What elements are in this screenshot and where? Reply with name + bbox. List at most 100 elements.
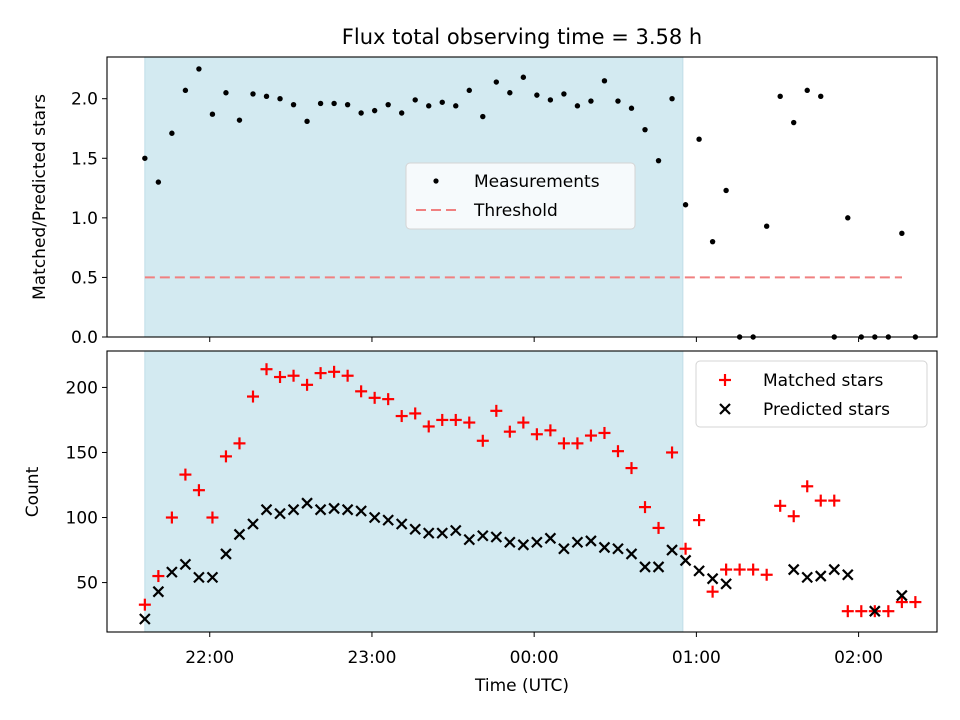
- data-point-x: [368, 511, 381, 524]
- data-point: [182, 87, 189, 94]
- data-point-plus: [233, 437, 246, 450]
- data-point: [466, 87, 472, 94]
- data-point-x: [652, 561, 665, 573]
- data-point: [304, 118, 310, 125]
- y-tick-label: 100: [66, 509, 98, 529]
- data-point-x: [206, 571, 219, 584]
- y-tick-label: 200: [66, 378, 98, 398]
- data-point: [155, 179, 162, 185]
- data-point-plus: [611, 445, 624, 458]
- legend-matched-marker: [719, 374, 731, 386]
- data-point-plus: [639, 501, 652, 514]
- data-point-plus: [679, 542, 692, 555]
- data-point-plus: [666, 446, 679, 459]
- series-predicted-stars: [139, 497, 908, 625]
- data-point: [412, 97, 418, 103]
- data-point-x: [679, 554, 692, 567]
- data-point-plus: [192, 484, 205, 497]
- data-point-x: [382, 514, 394, 526]
- data-point: [655, 157, 662, 164]
- data-point-plus: [436, 413, 449, 426]
- y-tick-label: 1.0: [71, 209, 98, 229]
- data-point: [480, 113, 486, 120]
- data-point: [777, 93, 783, 100]
- data-point-plus: [814, 494, 827, 507]
- data-point-x: [179, 558, 192, 571]
- y-tick-label: 0.0: [71, 328, 98, 348]
- data-point-x: [328, 502, 340, 515]
- data-point: [507, 90, 513, 96]
- data-point-plus: [476, 434, 489, 447]
- data-point: [818, 93, 824, 100]
- data-point-plus: [530, 428, 543, 441]
- data-point-x: [139, 613, 151, 625]
- data-point: [642, 126, 648, 133]
- data-point: [534, 92, 540, 98]
- data-point-x: [247, 518, 259, 530]
- data-point-x: [314, 503, 327, 516]
- data-point-plus: [287, 369, 300, 382]
- data-point-plus: [274, 371, 287, 384]
- bottom-y-ticks: 50 100 150 200: [66, 378, 107, 594]
- data-point-x: [301, 497, 313, 509]
- data-point-plus: [165, 511, 178, 524]
- data-point-x: [869, 605, 881, 617]
- data-point-x: [896, 589, 908, 602]
- x-tick-label: 22:00: [185, 648, 234, 668]
- data-point-plus: [584, 429, 597, 442]
- data-point-x: [814, 570, 827, 582]
- data-point-plus: [841, 605, 854, 618]
- data-point: [520, 74, 527, 80]
- data-point-x: [612, 542, 624, 555]
- data-point: [331, 100, 337, 107]
- y-tick-label: 2.0: [71, 90, 98, 110]
- y-tick-label: 50: [76, 574, 98, 594]
- data-point-plus: [328, 365, 341, 378]
- data-point-plus: [720, 563, 733, 576]
- data-point-plus: [774, 499, 787, 512]
- data-point: [791, 119, 797, 126]
- chart-title: Flux total observing time = 3.58 h: [342, 25, 702, 49]
- series-measurements: [142, 66, 919, 340]
- data-point: [317, 100, 324, 107]
- data-point: [263, 93, 270, 100]
- data-point-x: [233, 528, 246, 541]
- data-point-x: [152, 585, 165, 598]
- top-legend: Measurements Threshold: [405, 162, 636, 230]
- data-point: [196, 66, 202, 72]
- data-point: [290, 101, 297, 108]
- top-x-ticks: [209, 337, 860, 342]
- data-point-x: [598, 541, 611, 554]
- data-point-plus: [490, 404, 503, 417]
- data-point: [209, 111, 216, 117]
- data-point-plus: [206, 511, 219, 524]
- data-point: [763, 223, 770, 229]
- top-y-axis-label: Matched/Predicted stars: [30, 94, 50, 300]
- data-point-x: [220, 548, 232, 560]
- data-point-x: [706, 572, 719, 585]
- series-matched-stars: [138, 363, 922, 618]
- legend-matched-label: Matched stars: [763, 371, 883, 391]
- data-point: [574, 103, 581, 109]
- data-point-plus: [801, 480, 814, 493]
- data-point-plus: [571, 437, 584, 450]
- data-point: [344, 101, 351, 108]
- data-point-x: [531, 536, 543, 549]
- data-point: [142, 155, 148, 161]
- data-point-plus: [706, 585, 719, 598]
- data-point-x: [409, 523, 421, 536]
- data-point-plus: [652, 521, 665, 534]
- data-point: [601, 78, 608, 84]
- data-point-plus: [382, 393, 395, 406]
- top-legend-box: [405, 162, 636, 230]
- data-point-plus: [895, 596, 908, 609]
- data-point-plus: [882, 605, 895, 618]
- data-point-plus: [368, 391, 381, 404]
- y-tick-label: 1.5: [71, 149, 98, 169]
- data-point-plus: [395, 410, 408, 423]
- data-point-x: [666, 544, 678, 556]
- data-point: [845, 215, 851, 221]
- x-tick-label: 23:00: [347, 648, 396, 668]
- data-point-x: [801, 571, 814, 584]
